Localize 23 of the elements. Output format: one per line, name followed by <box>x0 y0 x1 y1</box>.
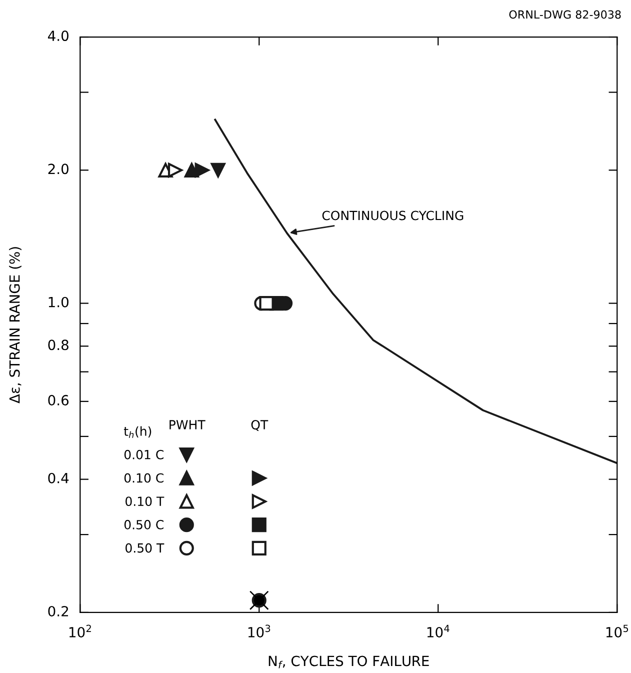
legend-label: 0.50 C <box>124 520 164 530</box>
x-axis-title: N$_{f}$, CYCLES TO FAILURE <box>268 656 429 668</box>
x-tick-label: 10$^{4}$ <box>427 624 450 638</box>
annotation: QT <box>251 420 268 431</box>
y-tick-label: 4.0 <box>48 30 68 42</box>
y-tick-label: 0.6 <box>48 394 69 406</box>
legend-label: 0.10 C <box>124 473 164 483</box>
annotation: PWHT <box>170 420 206 430</box>
y-tick-label: 0.4 <box>48 472 69 484</box>
x-tick-label: 10$^{5}$ <box>606 624 628 638</box>
y-axis-title: Δε, STRAIN RANGE (%) <box>9 247 22 404</box>
y-tick-label: 0.8 <box>48 340 68 350</box>
x-tick-label: 10$^{2}$ <box>69 624 91 638</box>
x-tick-label: 10$^{3}$ <box>248 624 270 638</box>
legend-label: 0.01 C <box>124 450 164 460</box>
y-tick-label: 1.0 <box>48 296 68 308</box>
legend-label: 0.10 T <box>126 496 164 506</box>
text: ORNL-DWG 82-9038 <box>509 10 621 19</box>
annotation: CONTINUOUS CYCLING <box>322 210 464 220</box>
y-tick-label: 2.0 <box>48 164 68 174</box>
legend-title: t$_{h}$(h) <box>124 426 152 438</box>
legend-label: 0.50 T <box>126 543 164 553</box>
y-tick-label: 0.2 <box>48 606 68 616</box>
